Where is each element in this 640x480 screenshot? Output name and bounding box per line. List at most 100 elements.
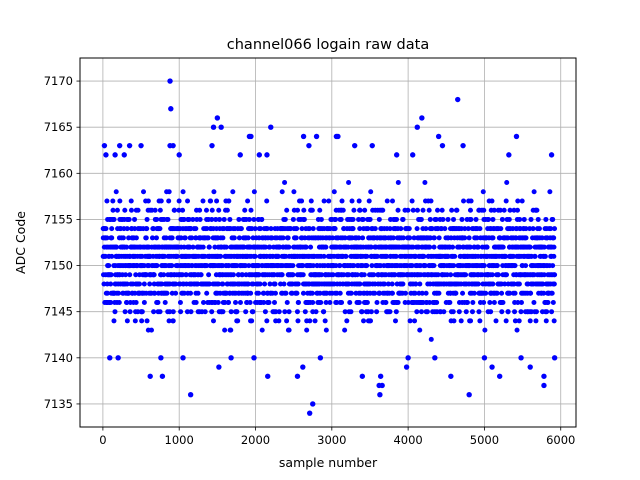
data-point xyxy=(527,226,533,232)
data-point xyxy=(216,207,222,213)
data-point xyxy=(176,152,182,158)
data-point xyxy=(206,272,212,278)
data-point xyxy=(133,272,139,278)
data-point xyxy=(518,355,524,361)
y-tick-label: 7170 xyxy=(44,74,73,88)
data-point xyxy=(115,290,121,296)
data-point xyxy=(552,272,558,278)
data-point xyxy=(268,124,274,130)
data-point xyxy=(220,281,226,287)
y-tick-label: 7165 xyxy=(44,120,73,134)
data-point xyxy=(541,290,547,296)
data-point xyxy=(169,263,175,269)
data-point xyxy=(326,198,332,204)
data-point xyxy=(307,318,313,324)
data-point xyxy=(202,309,208,315)
data-point xyxy=(518,309,524,315)
data-point xyxy=(540,281,546,287)
data-point xyxy=(407,318,413,324)
data-point xyxy=(448,272,454,278)
data-point xyxy=(343,253,349,259)
data-point xyxy=(284,207,290,213)
data-point xyxy=(515,207,521,213)
data-point xyxy=(330,272,336,278)
data-point xyxy=(489,272,495,278)
data-point xyxy=(112,309,118,315)
data-point xyxy=(317,207,323,213)
data-point xyxy=(531,299,537,305)
data-point xyxy=(389,198,395,204)
y-axis-label: ADC Code xyxy=(13,211,28,274)
data-point xyxy=(454,207,460,213)
data-point xyxy=(347,299,353,305)
data-point xyxy=(372,226,378,232)
data-point xyxy=(151,309,157,315)
data-point xyxy=(371,272,377,278)
data-point xyxy=(310,263,316,269)
data-point xyxy=(435,133,442,140)
data-point xyxy=(536,226,542,232)
data-point xyxy=(531,189,537,195)
data-point xyxy=(121,152,127,158)
data-point xyxy=(369,142,375,149)
data-point xyxy=(151,272,157,278)
data-point xyxy=(548,152,555,158)
data-point xyxy=(210,124,217,130)
data-point xyxy=(357,281,363,287)
data-point xyxy=(306,226,312,232)
data-point xyxy=(150,226,156,232)
data-point xyxy=(354,272,360,278)
data-point xyxy=(213,216,219,222)
data-point xyxy=(426,207,432,213)
data-point xyxy=(512,290,518,296)
data-point xyxy=(135,207,141,213)
data-point xyxy=(147,373,153,379)
data-point xyxy=(104,235,110,241)
data-point xyxy=(550,299,556,305)
data-point xyxy=(282,309,288,315)
data-point xyxy=(104,290,110,296)
plot-frame xyxy=(79,57,577,428)
data-point xyxy=(551,355,558,361)
data-point xyxy=(351,207,357,213)
data-point xyxy=(133,235,139,241)
data-point xyxy=(231,235,237,241)
data-point xyxy=(217,216,223,222)
data-point xyxy=(461,198,467,204)
data-point xyxy=(279,189,285,195)
data-point xyxy=(350,226,356,232)
data-point xyxy=(467,244,473,250)
data-point xyxy=(366,198,372,204)
data-point xyxy=(543,318,549,324)
data-point xyxy=(114,207,120,213)
data-point xyxy=(361,318,367,324)
data-point xyxy=(224,207,230,213)
data-point xyxy=(144,216,150,222)
data-point xyxy=(116,142,123,149)
data-point xyxy=(419,290,425,296)
data-point xyxy=(499,216,505,222)
data-point xyxy=(332,226,338,232)
data-point xyxy=(321,253,327,259)
data-point xyxy=(149,235,155,241)
data-point xyxy=(251,189,257,195)
data-point xyxy=(349,198,355,204)
data-point xyxy=(507,290,513,296)
y-tick-label: 7135 xyxy=(44,397,73,411)
data-point xyxy=(460,142,466,149)
data-point xyxy=(452,253,458,259)
data-point xyxy=(498,226,504,232)
data-point xyxy=(507,207,513,213)
data-point xyxy=(101,142,108,149)
data-point xyxy=(159,281,165,287)
data-point xyxy=(205,235,211,241)
data-point xyxy=(501,207,507,213)
data-point xyxy=(332,216,338,222)
data-point xyxy=(462,226,468,232)
data-point xyxy=(152,290,158,296)
data-point xyxy=(359,309,365,315)
data-point xyxy=(518,299,524,305)
data-point xyxy=(374,299,380,305)
data-point xyxy=(151,281,157,287)
data-point xyxy=(173,290,179,296)
